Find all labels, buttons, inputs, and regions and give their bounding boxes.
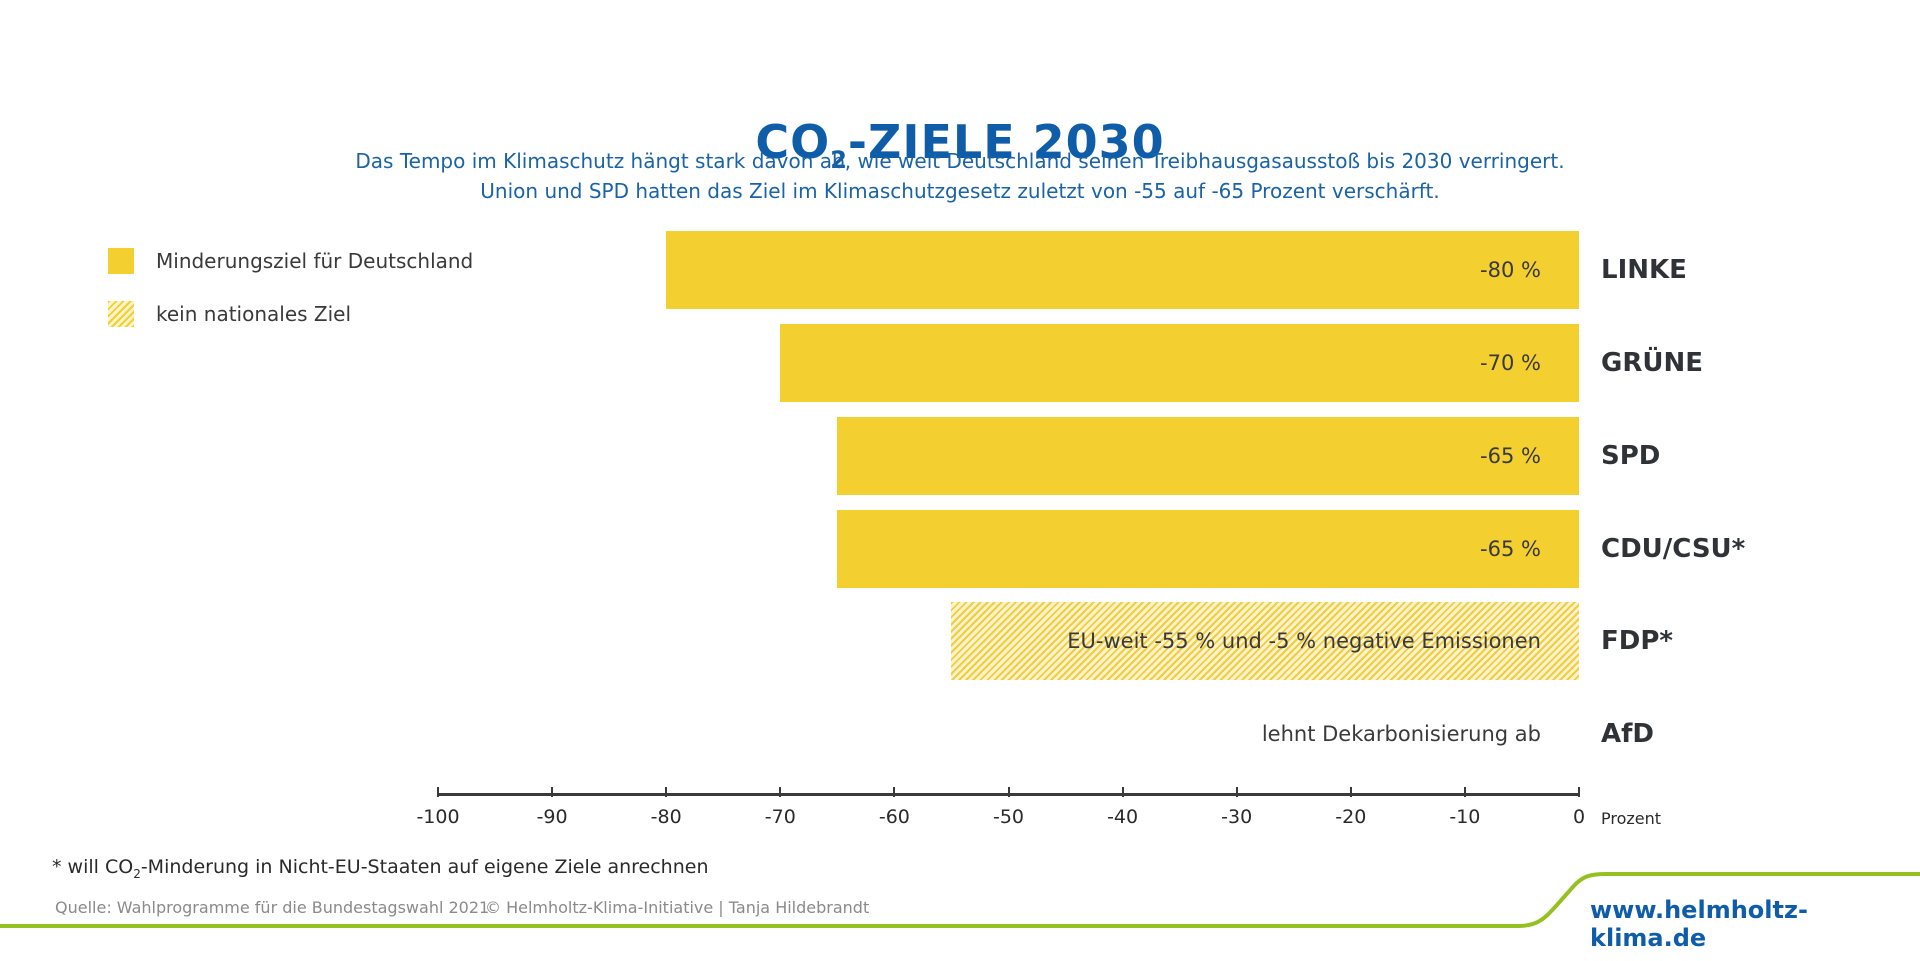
x-tick-label: -30 [1221, 806, 1253, 828]
footnote: * will CO2-Minderung in Nicht-EU-Staaten… [52, 856, 709, 881]
bar-fdp: EU-weit -55 % und -5 % negative Emission… [951, 602, 1579, 680]
x-tick-label: -80 [650, 806, 682, 828]
x-tick-label: -20 [1335, 806, 1367, 828]
bar-spd: -65 % [837, 417, 1579, 495]
subtitle-line-2: Union und SPD hatten das Ziel im Klimasc… [480, 179, 1440, 203]
x-tick [1235, 787, 1238, 797]
x-tick-label: 0 [1572, 806, 1586, 828]
x-tick [551, 787, 554, 797]
bar-value-label: -65 % [1480, 537, 1541, 561]
x-tick-label: -40 [1107, 806, 1139, 828]
bar-linke: -80 % [666, 231, 1579, 309]
x-tick-label: -50 [992, 806, 1025, 828]
x-tick [779, 787, 782, 797]
bar-value-label: lehnt Dekarbonisierung ab [1261, 722, 1541, 746]
legend-swatch-solid [108, 248, 134, 274]
bar-value-label: -80 % [1480, 258, 1541, 282]
x-tick-label: -10 [1449, 806, 1481, 828]
x-tick-label: -60 [878, 806, 910, 828]
category-label: SPD [1601, 441, 1661, 471]
bar-value-label: -70 % [1480, 351, 1541, 375]
x-tick-label: -90 [536, 806, 568, 828]
bar-cducsu: -65 % [837, 510, 1579, 588]
legend-label: kein nationales Ziel [156, 302, 352, 326]
category-label: AfD [1601, 719, 1655, 749]
x-tick [1349, 787, 1352, 797]
x-tick-label: -100 [416, 806, 460, 828]
bar-value-label: -65 % [1480, 444, 1541, 468]
source-text: Quelle: Wahlprogramme für die Bundestags… [55, 898, 490, 917]
category-label: FDP* [1601, 626, 1673, 656]
chart-title: CO2-ZIELE 2030 [755, 114, 1165, 174]
category-label: CDU/CSU* [1601, 534, 1746, 564]
bar-value-label: EU-weit -55 % und -5 % negative Emission… [1067, 629, 1541, 653]
legend-item-solid: Minderungsziel für Deutschland [108, 247, 473, 275]
x-tick [665, 787, 668, 797]
category-label: LINKE [1601, 255, 1687, 285]
website-link[interactable]: www.helmholtz-klima.de [1590, 896, 1808, 952]
x-tick [1463, 787, 1466, 797]
category-label: GRÜNE [1601, 348, 1703, 378]
x-tick [437, 787, 439, 797]
legend-swatch-hatched [108, 301, 134, 327]
copyright-text: © Helmholtz-Klima-Initiative | Tanja Hil… [485, 898, 870, 917]
legend-item-hatched: kein nationales Ziel [108, 300, 351, 328]
x-tick [893, 787, 896, 797]
subtitle-line-1: Das Tempo im Klimaschutz hängt stark dav… [355, 149, 1565, 173]
x-tick-label: -70 [764, 806, 796, 828]
x-tick [1007, 787, 1010, 797]
x-tick [1578, 787, 1580, 797]
x-axis-label: Prozent [1601, 809, 1662, 828]
bar-grne: -70 % [780, 324, 1579, 402]
x-tick [1121, 787, 1124, 797]
legend-label: Minderungsziel für Deutschland [156, 249, 474, 273]
